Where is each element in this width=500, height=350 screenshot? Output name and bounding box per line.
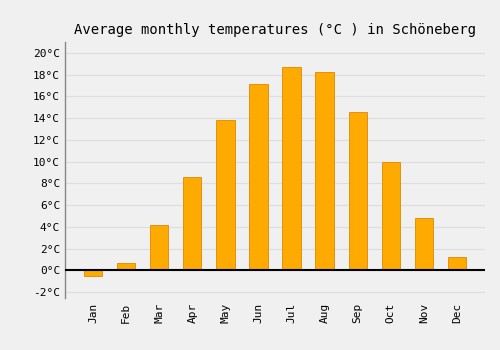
Bar <box>84 270 102 276</box>
Bar <box>150 225 169 270</box>
Bar <box>250 84 268 270</box>
Bar <box>184 177 202 270</box>
Bar <box>382 162 400 270</box>
Bar <box>117 263 136 270</box>
Bar <box>316 72 334 270</box>
Bar <box>216 120 234 270</box>
Bar <box>348 112 366 270</box>
Bar <box>282 67 300 270</box>
Title: Average monthly temperatures (°C ) in Schöneberg: Average monthly temperatures (°C ) in Sc… <box>74 23 476 37</box>
Bar <box>414 218 433 270</box>
Bar <box>448 257 466 270</box>
